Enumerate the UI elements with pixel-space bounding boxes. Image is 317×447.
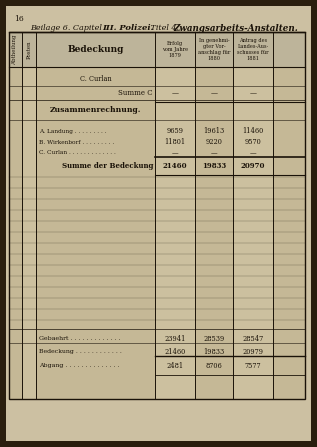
Text: 28539: 28539 (204, 335, 225, 343)
Text: 19613: 19613 (204, 127, 225, 135)
Text: Posten: Posten (27, 40, 31, 59)
Text: A. Landung . . . . . . . . .: A. Landung . . . . . . . . . (39, 128, 107, 134)
Text: 28547: 28547 (243, 335, 264, 343)
Text: Gebaehrt . . . . . . . . . . . . .: Gebaehrt . . . . . . . . . . . . . (39, 337, 120, 342)
Bar (36, 32, 155, 399)
Text: 8706: 8706 (206, 362, 222, 370)
Text: —: — (211, 149, 217, 157)
Text: 7577: 7577 (245, 362, 261, 370)
Text: III. Polizei.: III. Polizei. (102, 24, 153, 32)
Text: Bedeckung: Bedeckung (67, 45, 124, 54)
Text: —: — (210, 89, 217, 97)
Text: Antrag des
Landes-Aus-
schusses für
1881: Antrag des Landes-Aus- schusses für 1881 (237, 38, 269, 61)
Bar (9, 32, 305, 399)
Bar (233, 32, 273, 399)
Text: Zwangsarbeits-Anstalten.: Zwangsarbeits-Anstalten. (173, 24, 298, 33)
Text: 9659: 9659 (166, 127, 184, 135)
Text: In genehmi-
gter Vor-
anschlag für
1880: In genehmi- gter Vor- anschlag für 1880 (198, 38, 230, 61)
Text: Abtheilung: Abtheilung (12, 34, 17, 65)
Bar (273, 32, 305, 399)
Text: 11460: 11460 (243, 127, 264, 135)
Text: Beilage 6. Capitel: Beilage 6. Capitel (30, 24, 104, 32)
Text: Erfolg
vom Jahre
1879: Erfolg vom Jahre 1879 (162, 41, 188, 58)
Text: 20970: 20970 (241, 162, 265, 170)
Text: Zusammenrechnung.: Zusammenrechnung. (50, 106, 141, 114)
Text: Abgang . . . . . . . . . . . . . .: Abgang . . . . . . . . . . . . . . (39, 363, 120, 368)
Text: 16: 16 (14, 15, 24, 23)
Text: C. Curlan . . . . . . . . . . . . .: C. Curlan . . . . . . . . . . . . . (39, 151, 116, 156)
Text: 11801: 11801 (165, 138, 185, 146)
Bar (9, 32, 305, 399)
Text: —: — (249, 89, 256, 97)
Text: 19833: 19833 (202, 162, 226, 170)
Text: Summe C: Summe C (119, 89, 153, 97)
Bar (22, 32, 36, 399)
Text: 19833: 19833 (204, 348, 225, 356)
Text: B. Wirkenborf . . . . . . . . .: B. Wirkenborf . . . . . . . . . (39, 139, 114, 144)
Text: 9570: 9570 (245, 138, 262, 146)
Text: Titel 4.: Titel 4. (148, 24, 182, 32)
Text: 21460: 21460 (163, 162, 187, 170)
Text: Summe der Bedeckung: Summe der Bedeckung (61, 162, 153, 170)
Bar (9, 32, 22, 399)
Text: C. Curlan: C. Curlan (80, 75, 111, 83)
Text: Bedeckung . . . . . . . . . . . .: Bedeckung . . . . . . . . . . . . (39, 350, 122, 354)
Text: —: — (250, 149, 256, 157)
Text: —: — (172, 149, 178, 157)
Text: 20979: 20979 (243, 348, 263, 356)
Text: 9220: 9220 (205, 138, 223, 146)
Bar (9, 32, 305, 67)
Text: —: — (171, 89, 178, 97)
Bar (155, 32, 195, 399)
Text: 23941: 23941 (164, 335, 186, 343)
Text: 21460: 21460 (165, 348, 186, 356)
Text: 2481: 2481 (166, 362, 184, 370)
Bar (195, 32, 233, 399)
